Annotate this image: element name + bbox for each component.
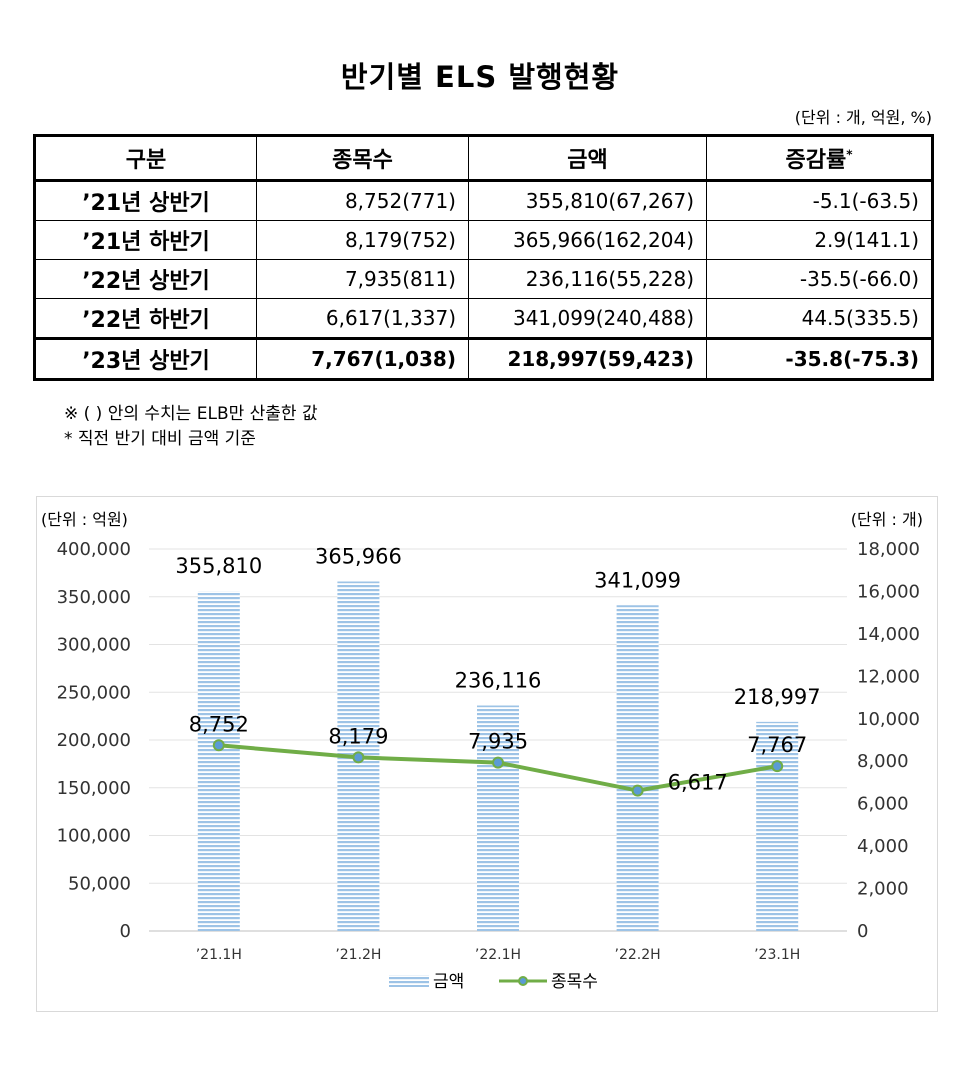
bar-data-label: 365,966	[315, 545, 402, 569]
footnotes: ※ ( ) 안의 수치는 ELB만 산출한 값 * 직전 반기 대비 금액 기준	[64, 402, 318, 452]
unit-note: (단위 : 개, 억원, %)	[794, 108, 932, 127]
table-row: ’22년 상반기 7,935(811) 236,116(55,228) -35.5(-…	[34, 259, 933, 299]
table-row: ’21년 하반기 8,179(752) 365,966(162,204) 2.9(14…	[34, 220, 933, 260]
bar-data-label: 218,997	[734, 685, 821, 709]
right-tick-label: 4,000	[857, 836, 909, 857]
left-tick-label: 200,000	[57, 730, 131, 751]
row-amount: 236,116(55,228)	[468, 259, 707, 299]
table-row: ’22년 하반기 6,617(1,337) 341,099(240,488) 44.5…	[34, 298, 933, 339]
left-tick-label: 300,000	[57, 635, 131, 656]
left-tick-label: 100,000	[57, 826, 131, 847]
line-data-label: 8,752	[189, 712, 249, 736]
x-tick-label: ’21.2H	[335, 947, 381, 963]
row-label: ’22년 상반기	[34, 259, 257, 299]
line-point	[771, 760, 784, 773]
row-change: -35.8(-75.3)	[706, 337, 933, 381]
els-chart: (단위 : 억원) (단위 : 개) 0 50,000 100,000 150,000 20…	[41, 510, 923, 992]
table-row: ’21년 상반기 8,752(771) 355,810(67,267) -5.1(-6…	[34, 180, 933, 221]
bar	[616, 605, 659, 931]
header-change-label: 증감률	[785, 148, 847, 173]
header-category: 구분	[34, 135, 257, 182]
right-tick-label: 10,000	[857, 709, 920, 730]
line-data-label: 7,767	[747, 733, 807, 757]
row-count: 8,179(752)	[256, 220, 469, 260]
table-row: ’23년 상반기 7,767(1,038) 218,997(59,423) -35.8…	[34, 337, 933, 381]
row-amount: 365,966(162,204)	[468, 220, 707, 260]
row-count: 6,617(1,337)	[256, 298, 469, 339]
line-point	[631, 784, 644, 797]
right-axis-label: (단위 : 개)	[851, 510, 923, 529]
bar	[477, 705, 519, 931]
legend-line-marker	[518, 976, 528, 986]
legend-bar-swatch	[389, 975, 429, 987]
left-tick-label: 350,000	[57, 587, 131, 608]
line-data-label: 8,179	[328, 724, 388, 748]
row-amount: 355,810(67,267)	[468, 180, 707, 221]
header-change-sup: *	[846, 147, 853, 162]
x-tick-label: ’21.1H	[196, 947, 242, 963]
row-change: -35.5(-66.0)	[706, 259, 933, 299]
row-change: -5.1(-63.5)	[706, 180, 933, 221]
left-tick-label: 0	[120, 921, 131, 942]
row-label: ’21년 상반기	[34, 180, 257, 221]
page-title: 반기별 ELS 발행현황	[340, 60, 620, 94]
line-point	[492, 756, 504, 769]
right-tick-label: 0	[857, 921, 868, 942]
row-label: ’21년 하반기	[34, 220, 257, 260]
row-label: ’22년 하반기	[34, 298, 257, 339]
row-change: 44.5(335.5)	[706, 298, 933, 339]
bar	[197, 591, 240, 931]
left-tick-label: 150,000	[57, 778, 131, 799]
chart-container: (단위 : 억원) (단위 : 개) 0 50,000 100,000 150,000 20…	[36, 496, 938, 1012]
row-amount: 341,099(240,488)	[468, 298, 707, 339]
header-change: 증감률*	[706, 135, 933, 182]
legend-bar-label: 금액	[433, 972, 464, 992]
row-change: 2.9(141.1)	[706, 220, 933, 260]
row-label: ’23년 상반기	[34, 337, 257, 381]
x-tick-label: ’22.2H	[615, 947, 661, 963]
footnote-basis: * 직전 반기 대비 금액 기준	[64, 429, 256, 449]
line-data-label: 7,935	[468, 730, 528, 754]
table-header-row: 구분 종목수 금액 증감률*	[34, 135, 933, 182]
line-point	[352, 751, 365, 764]
right-tick-label: 14,000	[857, 624, 920, 645]
header-count: 종목수	[256, 135, 469, 182]
right-tick-label: 6,000	[857, 794, 909, 815]
right-tick-label: 12,000	[857, 666, 920, 687]
left-tick-label: 400,000	[57, 539, 131, 560]
els-table: 구분 종목수 금액 증감률* ’21년 상반기 8,752(771) 355,810…	[33, 134, 934, 381]
bar-data-label: 341,099	[594, 568, 681, 592]
footnote-elb: ※ ( ) 안의 수치는 ELB만 산출한 값	[64, 404, 318, 424]
right-tick-label: 8,000	[857, 751, 909, 772]
bar-data-label: 236,116	[455, 669, 542, 693]
bar-data-label: 355,810	[175, 554, 262, 578]
legend-line-label: 종목수	[551, 972, 598, 992]
left-tick-label: 50,000	[68, 873, 131, 894]
x-tick-label: ’23.1H	[754, 947, 800, 963]
row-count: 7,935(811)	[256, 259, 469, 299]
line-data-label: 6,617	[668, 771, 728, 795]
row-count: 7,767(1,038)	[256, 337, 469, 381]
left-axis-label: (단위 : 억원)	[41, 510, 128, 529]
right-tick-label: 18,000	[857, 539, 920, 560]
row-amount: 218,997(59,423)	[468, 337, 707, 381]
right-tick-label: 16,000	[857, 581, 920, 602]
header-amount: 금액	[468, 135, 707, 182]
right-tick-label: 2,000	[857, 879, 909, 900]
row-count: 8,752(771)	[256, 180, 469, 221]
line-point	[212, 739, 225, 752]
left-tick-label: 250,000	[57, 682, 131, 703]
x-tick-label: ’22.1H	[475, 947, 521, 963]
bar	[756, 721, 799, 931]
